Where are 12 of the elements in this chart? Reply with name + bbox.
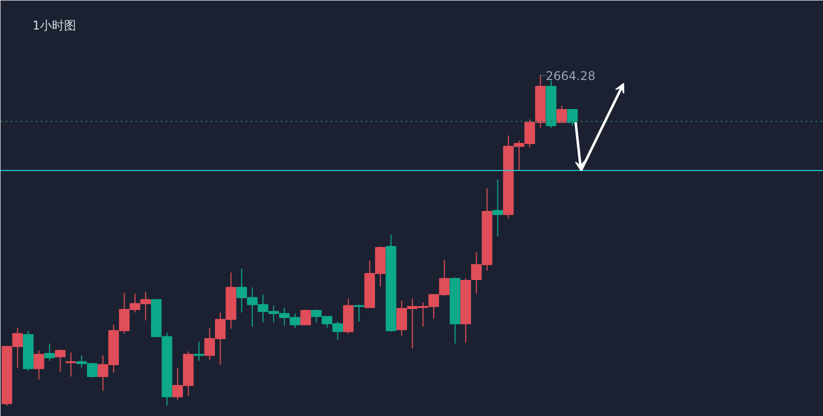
chart-title: 1小时图 [32,18,76,32]
candlestick [492,178,504,238]
candlestick [34,350,44,380]
annotation: 2664.28 [546,68,596,83]
candlestick [354,304,364,322]
candlestick [300,309,311,326]
candlestick [44,343,55,362]
candlestick [567,108,578,126]
candlestick [194,341,204,362]
candlestick [54,348,66,372]
candlestick [66,352,76,378]
candlestick [556,104,568,123]
